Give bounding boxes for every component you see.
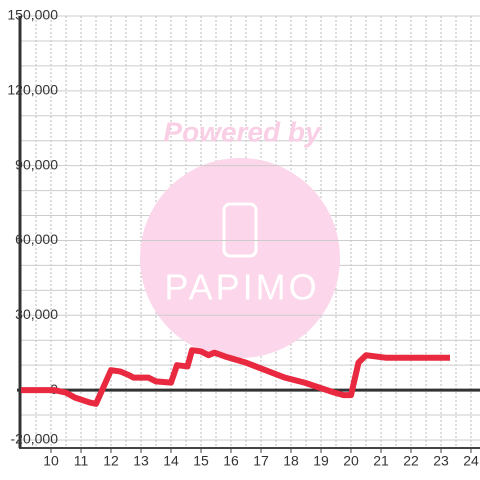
x-tick-label: 14 bbox=[163, 453, 179, 469]
x-tick-label: 23 bbox=[433, 453, 449, 469]
x-tick-label: 24 bbox=[463, 453, 479, 469]
y-tick-label: 90,000 bbox=[15, 156, 58, 172]
y-tick-label: 120,000 bbox=[7, 82, 58, 98]
watermark-logo: PAPIMO bbox=[164, 267, 319, 308]
watermark-text: Powered by bbox=[163, 116, 322, 147]
x-tick-label: 18 bbox=[283, 453, 299, 469]
x-tick-label: 15 bbox=[193, 453, 209, 469]
x-tick-label: 17 bbox=[253, 453, 269, 469]
x-tick-label: 19 bbox=[313, 453, 329, 469]
y-tick-label: 150,000 bbox=[7, 7, 58, 23]
x-tick-label: 13 bbox=[133, 453, 149, 469]
x-tick-label: 12 bbox=[103, 453, 119, 469]
x-tick-label: 21 bbox=[373, 453, 389, 469]
x-tick-label: 11 bbox=[74, 453, 89, 469]
x-tick-label: 16 bbox=[223, 453, 239, 469]
x-tick-label: 22 bbox=[403, 453, 419, 469]
line-series bbox=[21, 347, 450, 407]
y-tick-label: -20,000 bbox=[11, 431, 59, 447]
watermark-icon bbox=[222, 202, 258, 258]
x-tick-label: 10 bbox=[43, 453, 59, 469]
y-tick-label: 30,000 bbox=[15, 306, 58, 322]
watermark-circle bbox=[140, 158, 340, 358]
y-tick-label: 60,000 bbox=[15, 231, 58, 247]
x-tick-label: 20 bbox=[343, 453, 359, 469]
